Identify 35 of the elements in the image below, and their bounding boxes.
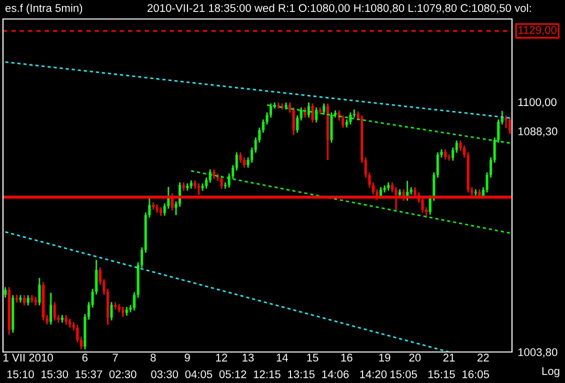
y-tick-label: 1088,30 [518, 127, 558, 137]
x-tick-label: 6 [82, 354, 88, 362]
x-tick-label: 8 [150, 354, 156, 362]
x-tick-label: 13 [242, 354, 254, 362]
x-tick-label: 14:06 [322, 370, 349, 378]
x-tick-label: 22 [478, 354, 489, 362]
x-tick-label: 13:15 [288, 370, 315, 378]
x-tick-label: 15:05 [390, 370, 417, 378]
x-tick-label: 16:05 [462, 370, 490, 378]
x-tick-label: 05:12 [219, 370, 246, 378]
chart-subtitle: 2010-VII-21 18:35:00 wed R:1 O:1080,00 H:1080,80 L:1079,80 C:1080,50 vol: [148, 4, 531, 14]
x-tick-label: 15:10 [7, 370, 34, 378]
x-tick-label: 03:30 [151, 370, 178, 378]
x-tick-label: 19 [379, 354, 390, 362]
x-tick-label: 9 [184, 354, 190, 362]
chart-title: es.f (Intra 5min) [5, 4, 82, 14]
text: Log [542, 367, 560, 378]
x-tick-label: 04:05 [185, 370, 212, 378]
x-tick-label: 14 [276, 354, 288, 362]
x-tick-label: 02:30 [109, 370, 136, 378]
x-tick-label: 21 [443, 354, 455, 362]
x-tick-label: 15:15 [428, 370, 455, 378]
ref-line-label: 1129,00 [518, 26, 556, 36]
x-tick-label: 1 VII 2010 [4, 354, 53, 362]
x-tick-label: 16 [341, 354, 352, 362]
x-tick-label: 15:30 [42, 370, 68, 378]
x-tick-label: 15:37 [76, 370, 102, 378]
x-tick-label: 20 [409, 354, 421, 362]
x-tick-label: 15 [307, 354, 318, 362]
y-tick-label: 1003,80 [518, 348, 558, 358]
x-tick-label: 7 [112, 354, 118, 362]
x-tick-label: 12 [216, 354, 228, 362]
x-tick-label: 14:20 [360, 370, 387, 378]
x-tick-label: 12:15 [254, 370, 280, 378]
y-tick-label: 1100,00 [518, 98, 556, 108]
